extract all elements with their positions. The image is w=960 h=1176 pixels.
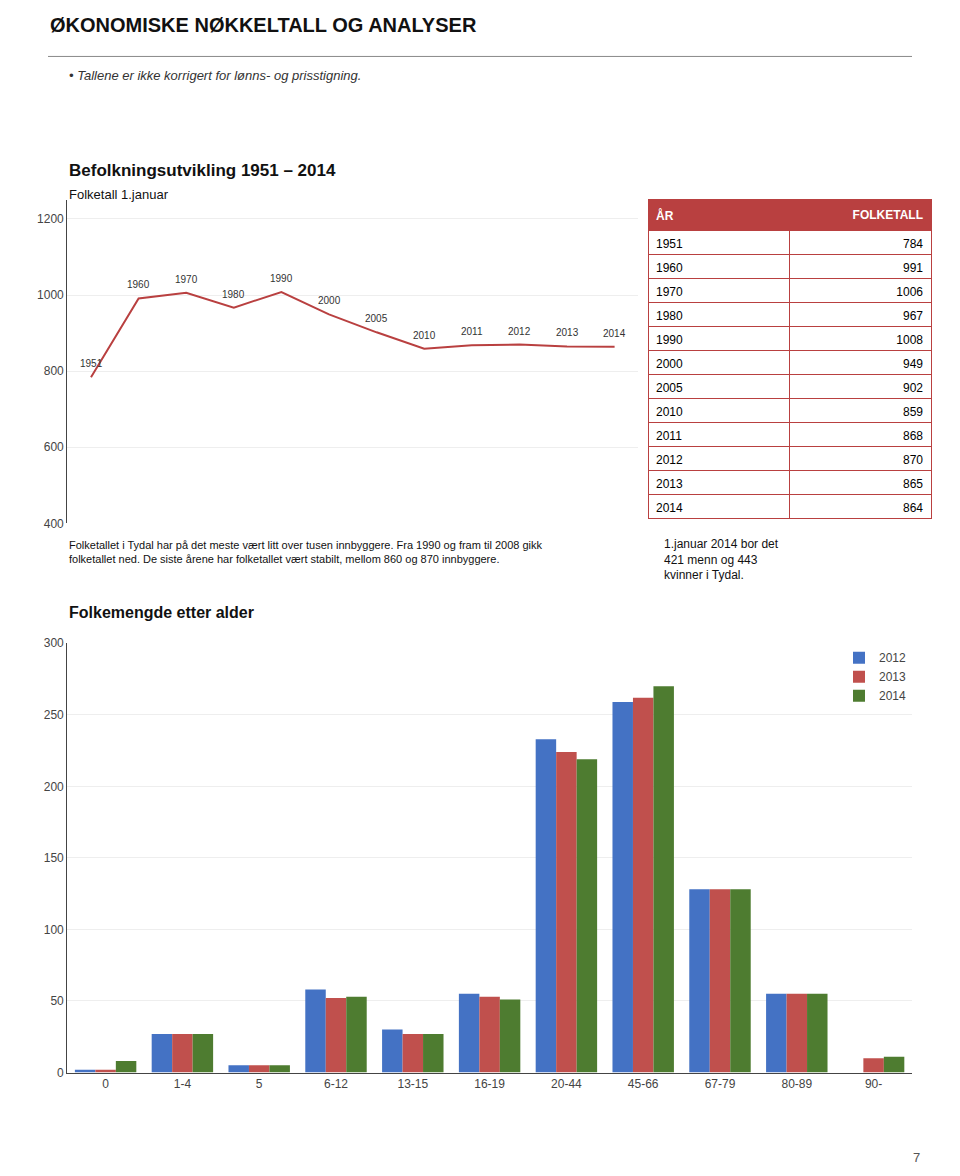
svg-text:784: 784 (903, 237, 923, 251)
svg-text:2010: 2010 (656, 405, 683, 419)
svg-text:800: 800 (44, 364, 64, 378)
svg-text:1008: 1008 (896, 333, 923, 347)
svg-text:ØKONOMISKE NØKKELTALL OG ANALY: ØKONOMISKE NØKKELTALL OG ANALYSER (50, 14, 477, 36)
svg-text:2011: 2011 (656, 429, 682, 443)
svg-text:1980: 1980 (222, 289, 245, 300)
svg-text:1990: 1990 (270, 273, 293, 284)
svg-text:FOLKETALL: FOLKETALL (853, 208, 923, 222)
svg-text:865: 865 (903, 477, 923, 491)
svg-text:• Tallene er ikke korrigert fo: • Tallene er ikke korrigert for lønns- o… (69, 68, 361, 83)
svg-text:100: 100 (44, 923, 64, 937)
svg-text:991: 991 (903, 261, 923, 275)
svg-text:5: 5 (256, 1077, 263, 1091)
svg-text:2014: 2014 (603, 328, 626, 339)
svg-text:80-89: 80-89 (781, 1077, 812, 1091)
svg-text:Folkemengde etter alder: Folkemengde etter alder (69, 604, 254, 621)
svg-text:1970: 1970 (656, 285, 683, 299)
svg-text:20-44: 20-44 (551, 1077, 582, 1091)
svg-text:2014: 2014 (879, 689, 906, 703)
svg-text:Folketall 1.januar: Folketall 1.januar (69, 187, 169, 202)
svg-text:967: 967 (903, 309, 923, 323)
svg-text:50: 50 (50, 994, 64, 1008)
svg-text:1960: 1960 (656, 261, 683, 275)
svg-text:13-15: 13-15 (397, 1077, 428, 1091)
svg-text:67-79: 67-79 (705, 1077, 736, 1091)
svg-text:2014: 2014 (656, 501, 683, 515)
svg-text:2011: 2011 (461, 326, 483, 337)
svg-text:2005: 2005 (365, 313, 388, 324)
svg-text:Befolkningsutvikling 1951 – 20: Befolkningsutvikling 1951 – 2014 (69, 161, 336, 180)
svg-text:400: 400 (44, 517, 64, 531)
svg-text:600: 600 (44, 440, 64, 454)
svg-text:90-: 90- (865, 1077, 882, 1091)
svg-text:2013: 2013 (879, 670, 906, 684)
svg-text:1000: 1000 (37, 288, 64, 302)
svg-text:1951: 1951 (656, 237, 683, 251)
svg-text:864: 864 (903, 501, 923, 515)
svg-text:1.januar 2014 bor det421 menn: 1.januar 2014 bor det421 menn og 443kvin… (664, 537, 779, 582)
svg-text:859: 859 (903, 405, 923, 419)
svg-text:1200: 1200 (37, 212, 64, 226)
svg-text:1951: 1951 (80, 358, 103, 369)
svg-text:1006: 1006 (896, 285, 923, 299)
svg-text:300: 300 (44, 636, 64, 650)
svg-text:2005: 2005 (656, 381, 683, 395)
svg-text:200: 200 (44, 780, 64, 794)
svg-text:6-12: 6-12 (324, 1077, 348, 1091)
svg-text:2010: 2010 (413, 330, 436, 341)
svg-text:250: 250 (44, 708, 64, 722)
svg-text:45-66: 45-66 (628, 1077, 659, 1091)
svg-text:1960: 1960 (127, 279, 150, 290)
svg-text:949: 949 (903, 357, 923, 371)
svg-text:870: 870 (903, 453, 923, 467)
svg-text:2013: 2013 (656, 477, 683, 491)
svg-text:1980: 1980 (656, 309, 683, 323)
svg-text:7: 7 (913, 1150, 920, 1165)
svg-text:0: 0 (102, 1077, 109, 1091)
svg-text:0: 0 (57, 1066, 64, 1080)
svg-text:ÅR: ÅR (656, 208, 674, 223)
svg-text:2000: 2000 (656, 357, 683, 371)
svg-text:1970: 1970 (175, 274, 198, 285)
svg-text:2012: 2012 (656, 453, 683, 467)
svg-text:868: 868 (903, 429, 923, 443)
svg-text:150: 150 (44, 851, 64, 865)
svg-text:2013: 2013 (556, 327, 579, 338)
svg-text:1990: 1990 (656, 333, 683, 347)
svg-text:2012: 2012 (508, 326, 531, 337)
svg-text:2000: 2000 (318, 295, 341, 306)
svg-text:1-4: 1-4 (174, 1077, 192, 1091)
svg-text:902: 902 (903, 381, 923, 395)
svg-text:2012: 2012 (879, 651, 906, 665)
svg-text:Folketallet i Tydal har på det: Folketallet i Tydal har på det meste vær… (69, 539, 543, 565)
svg-text:16-19: 16-19 (474, 1077, 505, 1091)
